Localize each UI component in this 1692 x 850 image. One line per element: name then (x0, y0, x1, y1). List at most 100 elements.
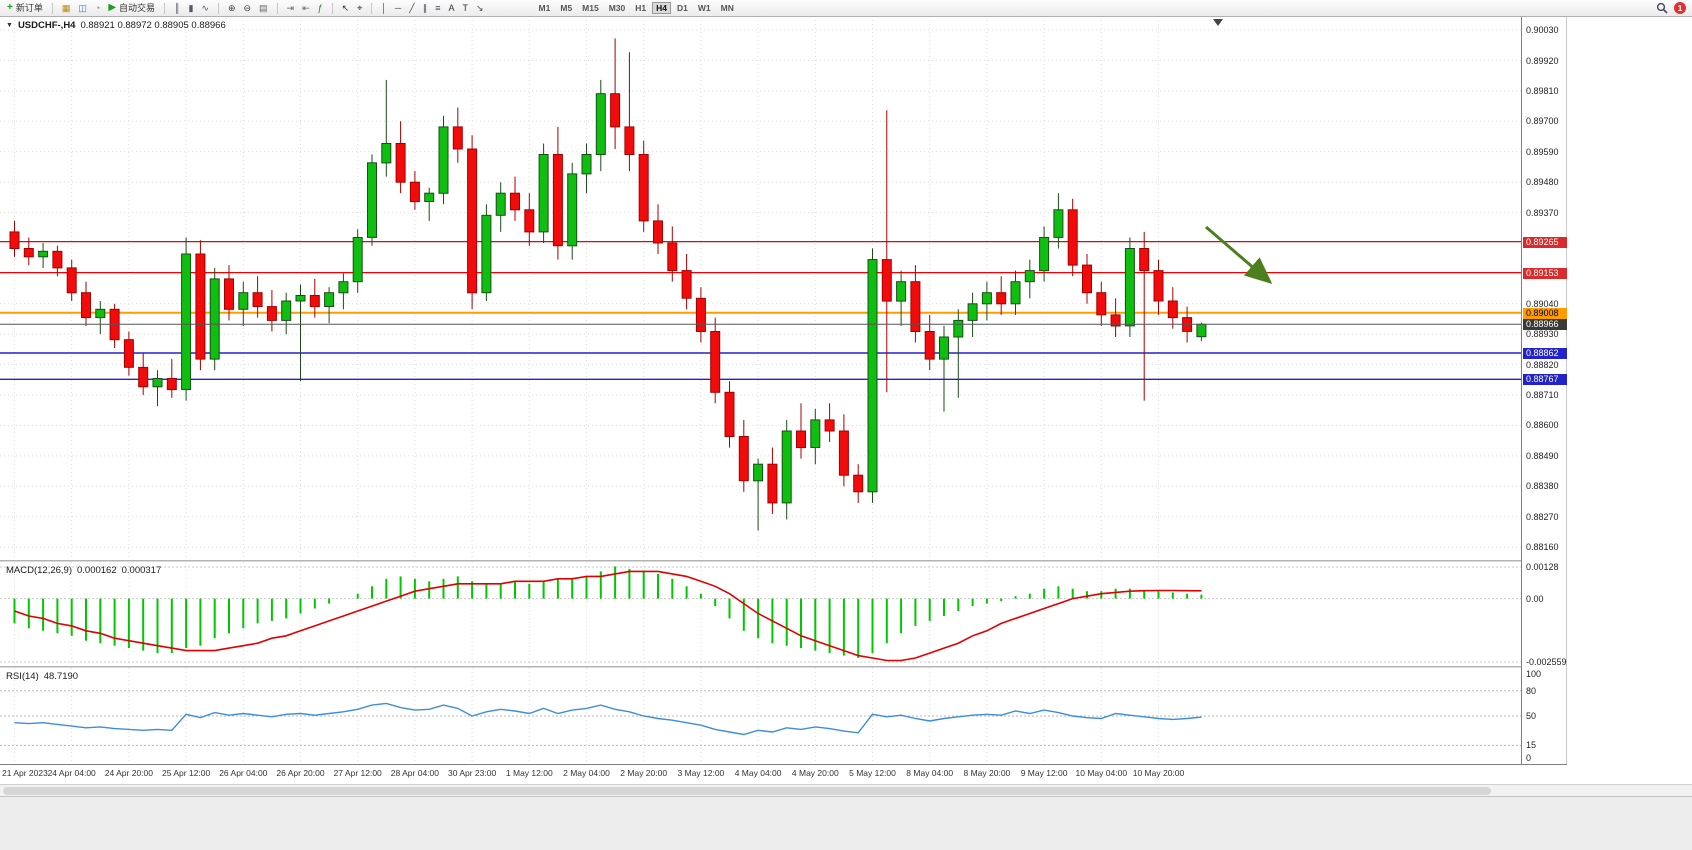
macd-label: MACD(12,26,9) 0.000162 0.000317 (6, 565, 161, 576)
trendline-icon[interactable]: ╱ (406, 1, 417, 15)
time-axis-label: 25 Apr 12:00 (161, 768, 211, 778)
rsi-chart (0, 668, 1521, 764)
time-axis-label: 21 Apr 2023 (2, 768, 48, 778)
macd-chart (0, 562, 1521, 666)
time-axis-label: 4 May 04:00 (734, 768, 782, 778)
time-axis-label: 9 May 12:00 (1020, 768, 1068, 778)
bar-chart-icon[interactable]: ║ (171, 1, 183, 15)
charts-grid-icon[interactable]: ▦ (59, 1, 74, 15)
price-scale[interactable]: 0.90030 0.89920 0.89810 0.89700 0.89590 0.894… (1521, 16, 1567, 764)
time-axis-label: 24 Apr 04:00 (47, 768, 96, 778)
rsi-name: RSI(14) (6, 671, 39, 682)
horizontal-line-icon[interactable]: ─ (392, 1, 404, 15)
play-icon: ▶ (108, 2, 117, 13)
price-scale-tick: 0.89920 (1526, 56, 1559, 66)
price-scale-tick: 0.89700 (1526, 116, 1559, 126)
time-axis-label: 10 May 20:00 (1132, 768, 1185, 778)
timeframe-mn[interactable]: MN (717, 2, 738, 15)
auto-trading-button[interactable]: ▶ 自动交易 (105, 1, 158, 15)
price-scale-tick: 0.89480 (1526, 177, 1559, 187)
chart-shift-marker[interactable] (1213, 19, 1223, 26)
timeframe-h4[interactable]: H4 (652, 1, 672, 15)
crosshair-icon[interactable]: ⌖ (354, 1, 365, 15)
fibonacci-icon[interactable]: ≡ (432, 1, 443, 15)
time-axis-label: 2 May 04:00 (563, 768, 610, 778)
main-chart-panel[interactable] (0, 16, 1521, 560)
panel-separator[interactable] (0, 560, 1567, 562)
rsi-panel[interactable] (0, 668, 1521, 764)
macd-scale-tick: 0.00 (1526, 594, 1544, 604)
macd-value-main: 0.000162 (77, 565, 117, 576)
timeframe-m15[interactable]: M15 (578, 2, 603, 15)
timeframe-d1[interactable]: D1 (673, 2, 692, 15)
label-icon[interactable]: T (460, 1, 472, 15)
horizontal-scrollbar[interactable] (0, 784, 1692, 796)
timeframe-w1[interactable]: W1 (694, 2, 715, 15)
arrows-icon[interactable]: ↘ (473, 1, 487, 15)
auto-scroll-icon[interactable]: ⇥ (284, 1, 298, 15)
channel-icon[interactable]: ∥ (420, 1, 431, 15)
toolbar-separator (331, 2, 333, 14)
rsi-label: RSI(14) 48.7190 (6, 671, 78, 682)
price-scale-tick: 0.89040 (1526, 299, 1559, 309)
time-axis-label: 3 May 12:00 (677, 768, 725, 778)
timeframe-m5[interactable]: M5 (556, 2, 576, 15)
indicators-icon[interactable]: ƒ (315, 1, 326, 15)
price-level-badge: 0.88966 (1523, 319, 1567, 330)
collapse-chart-icon[interactable]: ▼ (6, 22, 13, 29)
zoom-out-icon[interactable]: ⊖ (240, 1, 254, 15)
green-plus-icon: + (7, 2, 13, 13)
rsi-scale-tick: 80 (1526, 686, 1537, 696)
alerts-icon[interactable]: ◔ (92, 1, 103, 15)
price-level-badge: 0.89153 (1523, 268, 1567, 279)
cursor-icon[interactable]: ↖ (339, 1, 353, 15)
price-scale-tick: 0.88270 (1526, 512, 1559, 522)
macd-scale-tick: -0.002559 (1526, 657, 1567, 667)
price-scale-tick: 0.90030 (1526, 25, 1559, 35)
timeframe-toolbar: M1 M5 M15 M30 H1 H4 D1 W1 MN (535, 1, 738, 15)
price-scale-tick: 0.88490 (1526, 451, 1559, 461)
timeframe-h1[interactable]: H1 (631, 2, 650, 15)
time-axis-label: 5 May 12:00 (849, 768, 896, 778)
time-axis-label: 8 May 20:00 (963, 768, 1011, 778)
tile-windows-icon[interactable]: ▤ (256, 1, 271, 15)
profiles-icon[interactable]: ◫ (75, 1, 90, 15)
macd-signal-line (14, 570, 1202, 662)
zoom-in-icon[interactable]: ⊕ (225, 1, 239, 15)
line-chart-icon[interactable]: ∿ (198, 1, 212, 15)
notification-badge[interactable]: 1 (1674, 2, 1686, 14)
vertical-line-icon[interactable]: │ (378, 1, 390, 15)
toolbar-separator (371, 2, 373, 14)
macd-panel[interactable] (0, 562, 1521, 666)
scrollbar-thumb[interactable] (3, 787, 1491, 795)
toolbar-separator (51, 2, 53, 14)
toolbar-separator (217, 2, 219, 14)
price-scale-tick: 0.88160 (1526, 542, 1559, 552)
candlestick-chart-icon[interactable]: ▮ (185, 1, 196, 15)
toolbar-group-tools: ║ ▮ ∿ ⊕ ⊖ ▤ ⇥ ⇤ ƒ ↖ ⌖ │ ─ ╱ ∥ ≡ A T ↘ (171, 1, 487, 15)
new-order-button[interactable]: + 新订单 (4, 1, 46, 15)
rsi-value: 48.7190 (43, 671, 79, 682)
price-scale-tick: 0.88380 (1526, 481, 1559, 491)
price-scale-tick: 0.88600 (1526, 420, 1559, 430)
chart-shift-icon[interactable]: ⇤ (299, 1, 313, 15)
toolbar-separator (276, 2, 278, 14)
candlestick-chart[interactable] (0, 16, 1521, 560)
rsi-scale-tick: 15 (1526, 740, 1537, 750)
panel-separator[interactable] (0, 666, 1567, 668)
trend-arrow-annotation[interactable] (1205, 225, 1273, 284)
time-axis-label: 28 Apr 04:00 (390, 768, 439, 778)
timeframe-m1[interactable]: M1 (535, 2, 555, 15)
time-axis[interactable]: 21 Apr 2023 24 Apr 04:00 24 Apr 20:00 25 Ap… (0, 765, 1567, 783)
macd-name: MACD(12,26,9) (6, 565, 72, 576)
ohlc-values: 0.88921 0.88972 0.88905 0.88966 (80, 20, 226, 31)
time-axis-label: 30 Apr 23:00 (447, 768, 497, 778)
time-axis-label: 26 Apr 20:00 (276, 768, 325, 778)
price-scale-tick: 0.89590 (1526, 147, 1559, 157)
time-axis-label: 26 Apr 04:00 (219, 768, 268, 778)
search-icon[interactable] (1656, 2, 1668, 14)
text-icon[interactable]: A (445, 1, 457, 15)
timeframe-m30[interactable]: M30 (605, 2, 630, 15)
time-axis-label: 1 May 12:00 (505, 768, 553, 778)
time-axis-line (0, 764, 1567, 765)
